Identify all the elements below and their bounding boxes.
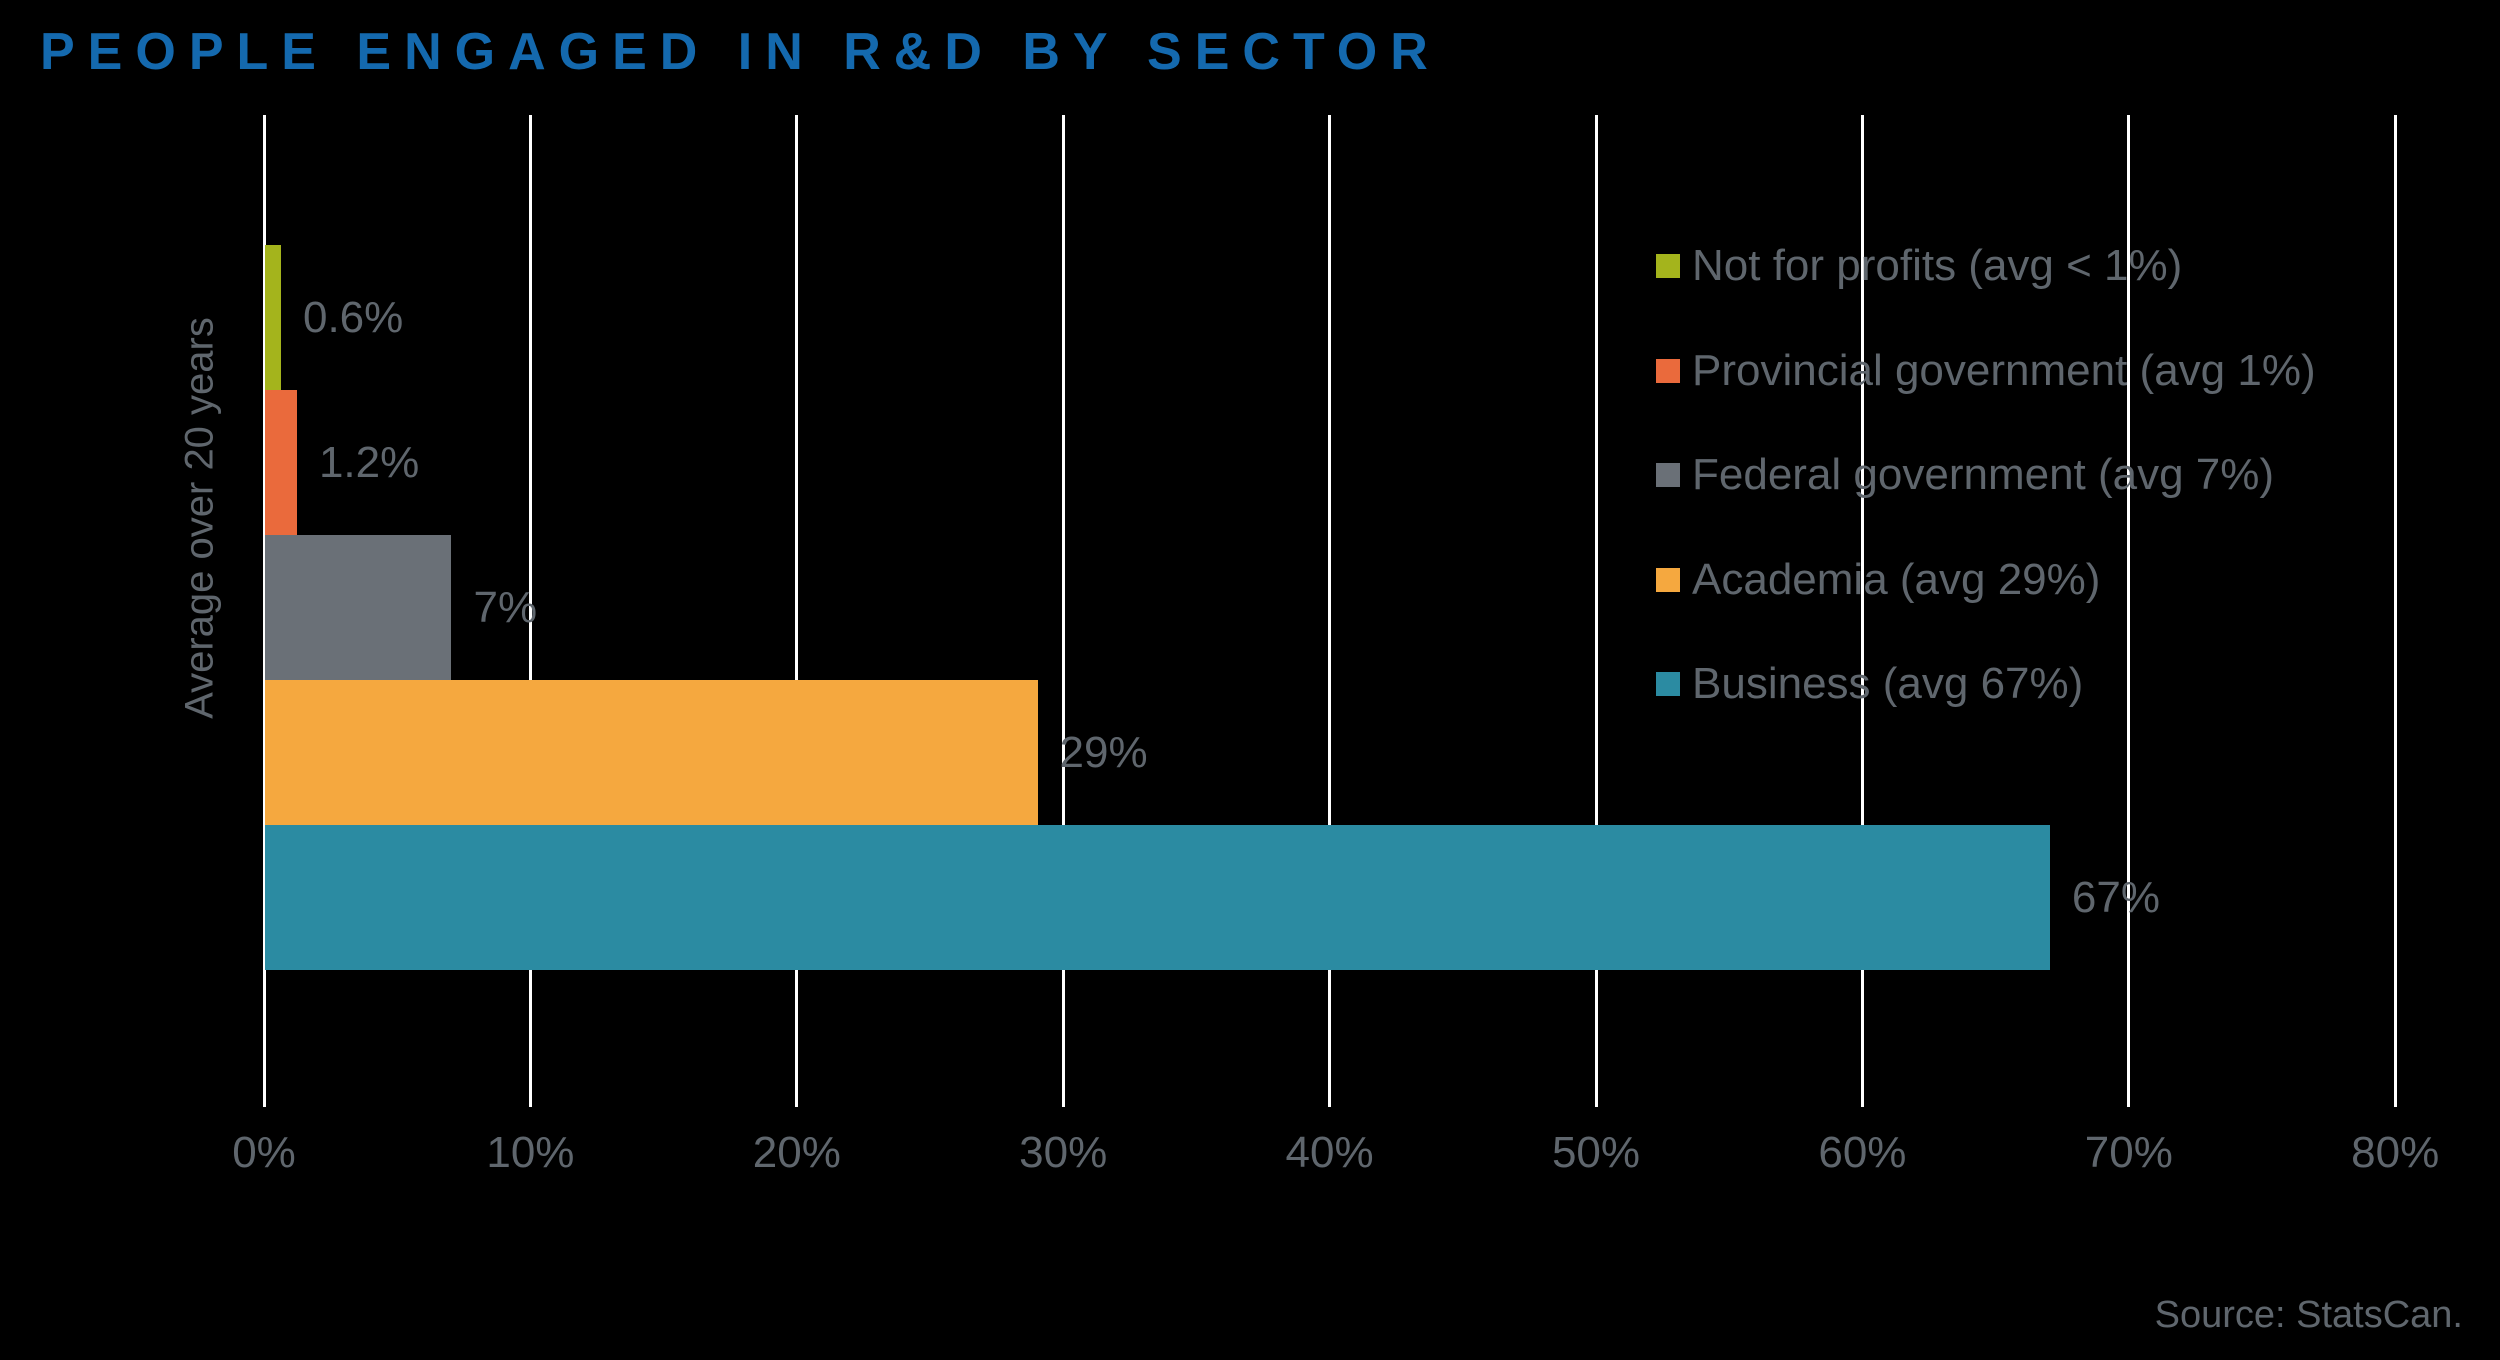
- x-tick-label-40pct: 40%: [1285, 1128, 1374, 1177]
- bar-value-label-academia: 29%: [1059, 728, 1148, 777]
- x-tick-label-0pct: 0%: [232, 1128, 296, 1177]
- legend-marker-business: [1656, 672, 1680, 696]
- gridline-10pct: [528, 115, 532, 1085]
- gridline-70pct: [2127, 115, 2131, 1085]
- chart-title: PEOPLE ENGAGED IN R&D BY SECTOR: [40, 23, 1441, 81]
- x-axis-tick-50pct: [1594, 1085, 1598, 1107]
- legend-item-label-not-for-profits: Not for profits (avg < 1%): [1692, 241, 2183, 290]
- bar-value-label-provincial-government: 1.2%: [318, 438, 420, 487]
- y-axis-label: Average over 20 years: [177, 317, 222, 719]
- gridline-20pct: [795, 115, 799, 1085]
- gridline-0pct: [262, 115, 266, 1085]
- bar-not-for-profits: [265, 245, 281, 390]
- bar-value-label-business: 67%: [2071, 873, 2160, 922]
- gridline-80pct: [2393, 115, 2397, 1085]
- x-axis-tick-10pct: [528, 1085, 532, 1107]
- bar-academia: [265, 680, 1038, 825]
- x-tick-label-60pct: 60%: [1818, 1128, 1907, 1177]
- x-tick-label-70pct: 70%: [2084, 1128, 2173, 1177]
- x-tick-label-10pct: 10%: [486, 1128, 575, 1177]
- x-tick-label-50pct: 50%: [1551, 1128, 1641, 1177]
- x-tick-label-30pct: 30%: [1019, 1128, 1108, 1177]
- x-axis-tick-60pct: [1860, 1085, 1864, 1107]
- x-axis-tick-40pct: [1328, 1085, 1332, 1107]
- bar-value-label-not-for-profits: 0.6%: [302, 293, 404, 342]
- x-axis-tick-30pct: [1061, 1085, 1065, 1107]
- legend-marker-provincial-government: [1656, 358, 1680, 383]
- source-note: Source: StatsCan.: [2154, 1294, 2463, 1336]
- legend-item-academia: Academia (avg 29%): [1656, 554, 2101, 604]
- bar-provincial-government: [265, 390, 297, 535]
- gridline-60pct: [1860, 115, 1864, 1085]
- legend-item-label-academia: Academia (avg 29%): [1692, 554, 2101, 604]
- x-tick-label-20pct: 20%: [752, 1128, 841, 1177]
- x-axis-tick-0pct: [262, 1085, 266, 1107]
- gridline-50pct: [1594, 115, 1598, 1085]
- legend-item-business: Business (avg 67%): [1656, 659, 2084, 708]
- legend-item-not-for-profits: Not for profits (avg < 1%): [1656, 241, 2183, 290]
- legend-marker-academia: [1656, 567, 1680, 592]
- bar-federal-government: [265, 535, 452, 680]
- legend-item-label-business: Business (avg 67%): [1692, 659, 2084, 708]
- legend-item-label-provincial-government: Provincial government (avg 1%): [1692, 345, 2316, 395]
- x-axis-tick-20pct: [795, 1085, 799, 1107]
- legend-item-provincial-government: Provincial government (avg 1%): [1656, 345, 2316, 395]
- bar-value-label-federal-government: 7%: [473, 583, 538, 632]
- x-axis-tick-80pct: [2393, 1085, 2397, 1107]
- x-axis-tick-70pct: [2127, 1085, 2131, 1107]
- legend-marker-not-for-profits: [1656, 254, 1680, 278]
- legend-item-label-federal-government: Federal government (avg 7%): [1692, 450, 2275, 499]
- legend-item-federal-government: Federal government (avg 7%): [1656, 450, 2275, 499]
- gridline-40pct: [1328, 115, 1332, 1085]
- gridline-30pct: [1061, 115, 1065, 1085]
- bar-business: [265, 825, 2050, 970]
- legend-marker-federal-government: [1656, 463, 1680, 487]
- x-tick-label-80pct: 80%: [2351, 1128, 2440, 1177]
